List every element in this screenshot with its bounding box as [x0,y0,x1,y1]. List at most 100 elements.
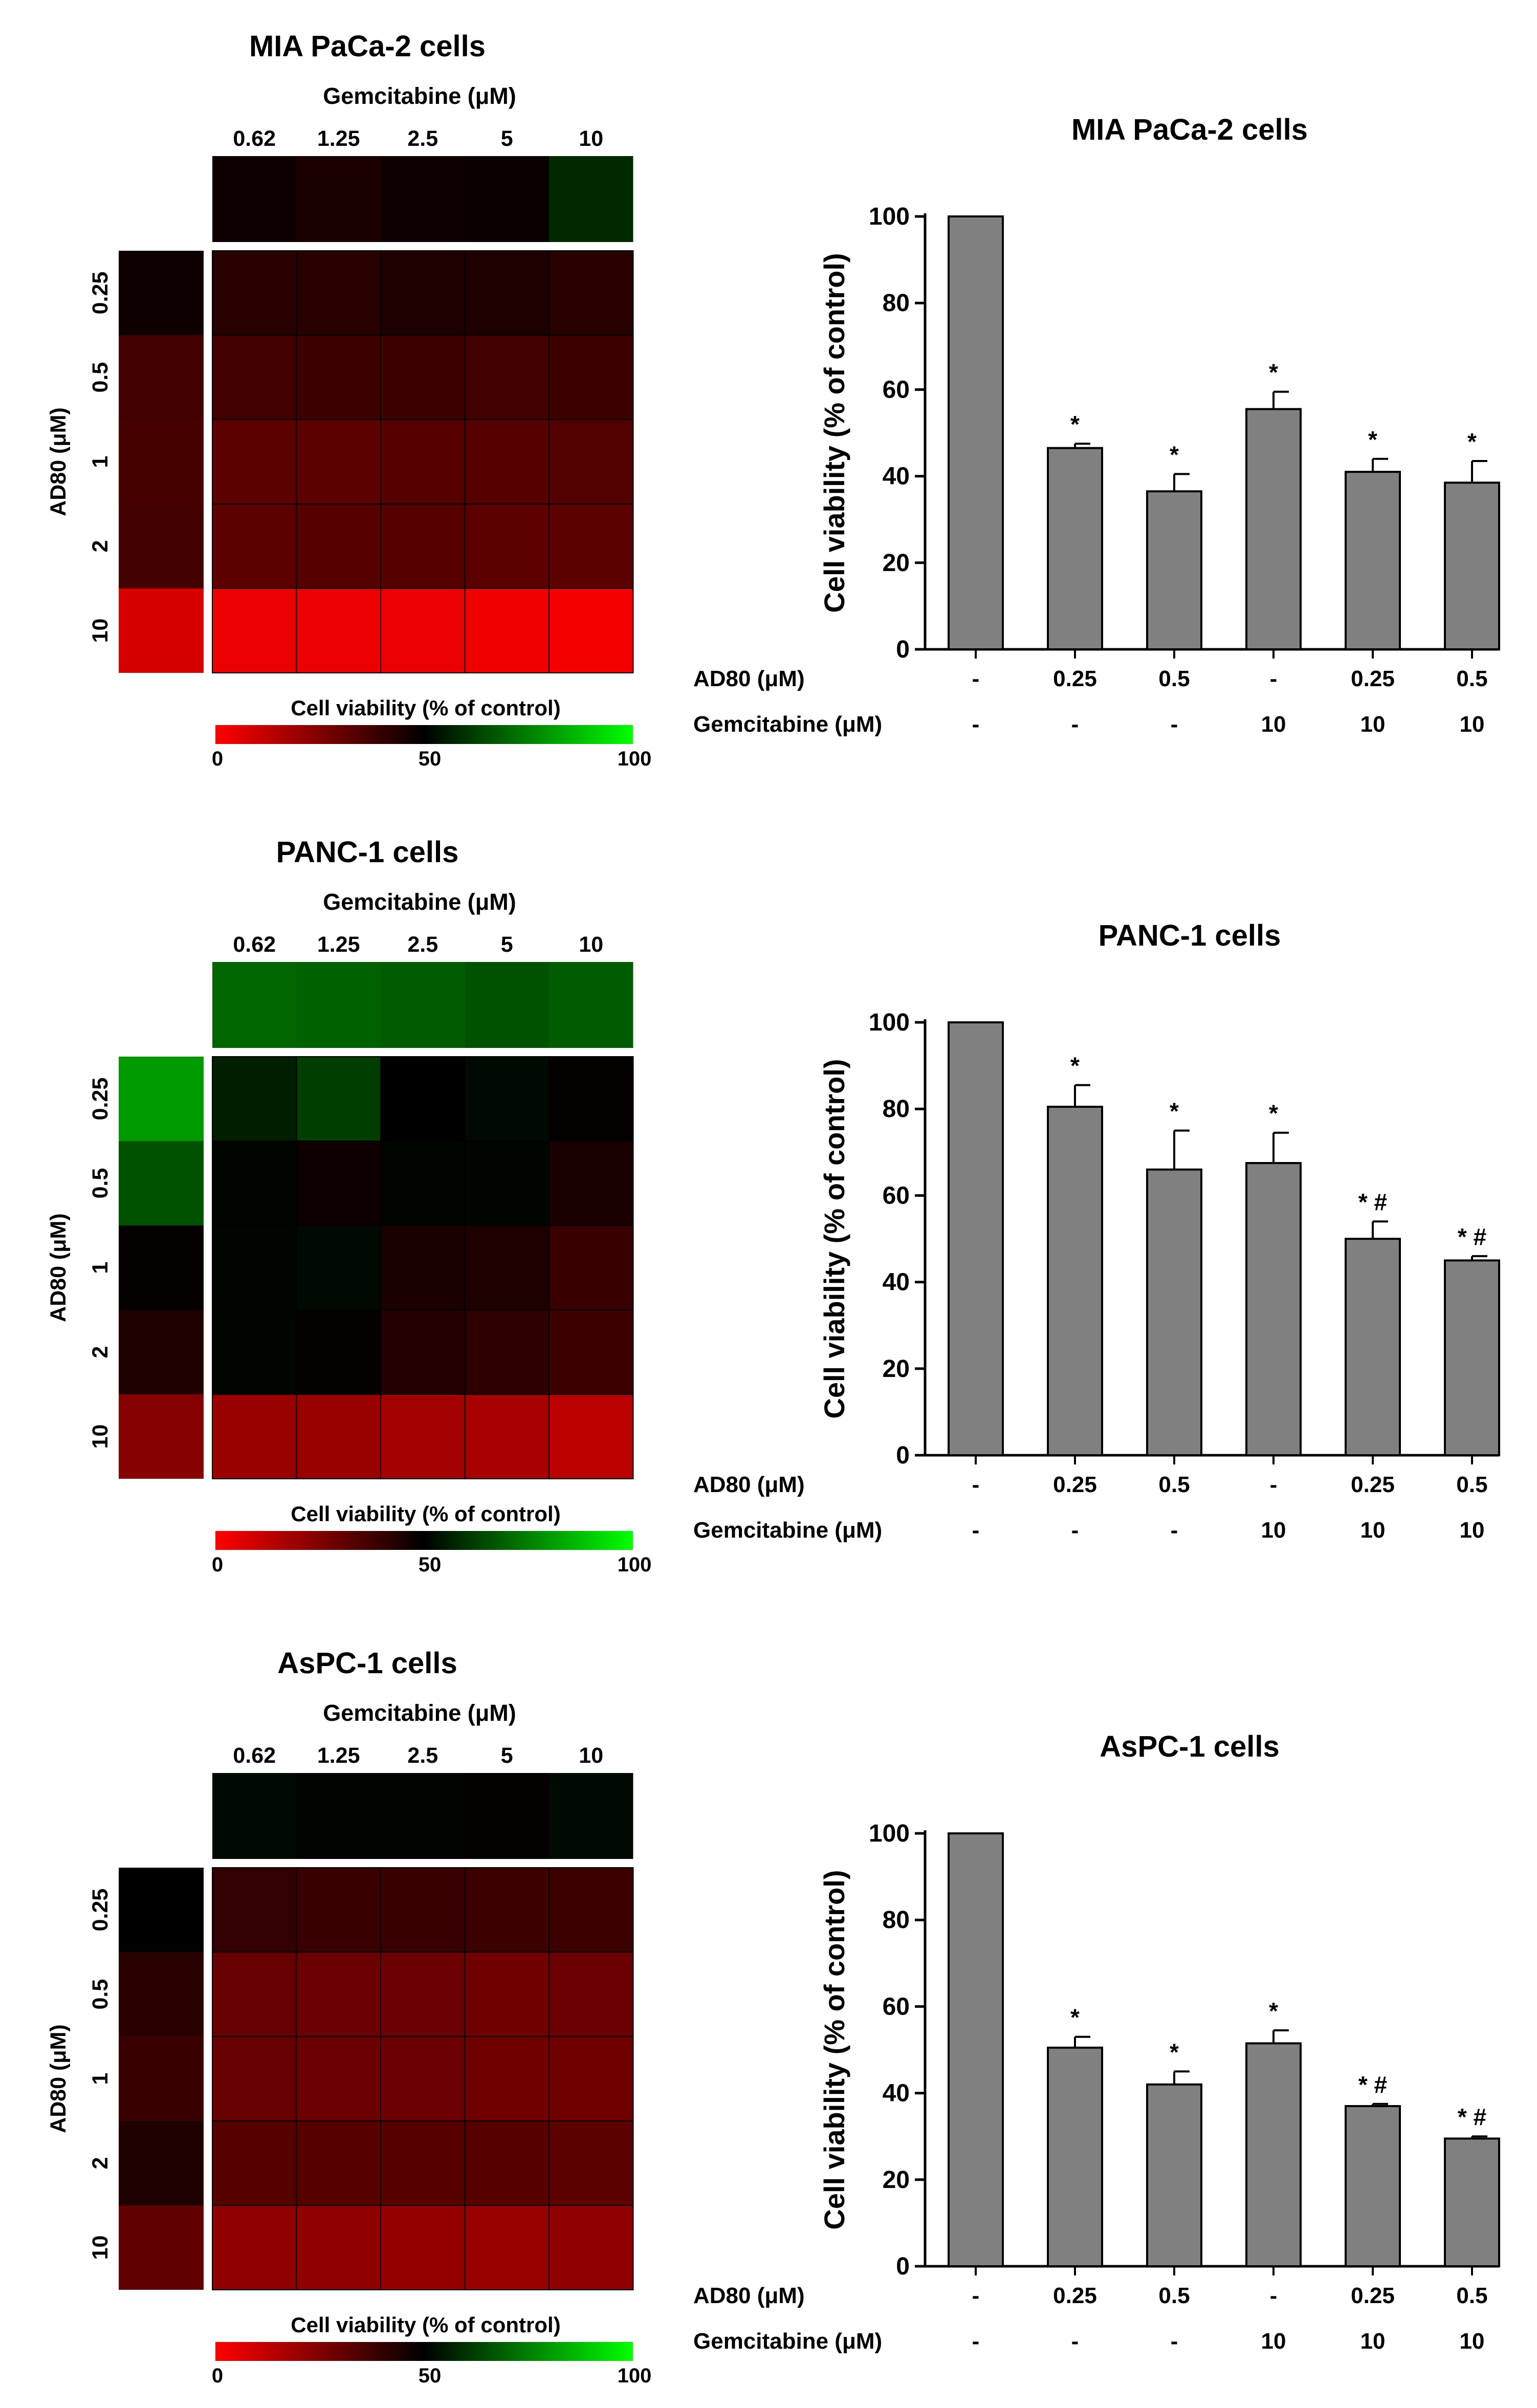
heatmap-cell [464,2205,550,2290]
colorbar-tick: 50 [419,2365,442,2387]
significance-label: * [1170,2039,1179,2065]
x-tick-label-ad80: 0.25 [1053,666,1097,691]
x-tick-label-ad80: 0.5 [1456,666,1487,691]
heatmap-cell [548,2120,634,2206]
x-tick-label-ad80: - [1270,666,1278,691]
significance-label: * [1269,1998,1278,2024]
colorbar-label: Cell viability (% of control) [291,2313,560,2337]
heatmap-cell [380,504,466,589]
x-tick-label-gemcitabine: 10 [1360,712,1386,737]
significance-label: * [1269,359,1278,386]
x-tick-label-gemcitabine: - [1171,712,1178,737]
heatmap-cell [464,1309,550,1395]
y-axis-label: Cell viability (% of control) [818,253,850,612]
heatmap-cell [548,1056,634,1142]
heatmap-cell [464,1141,550,1226]
heatmap-panel: AsPC-1 cells Gemcitabine (μM) 0.62 1.25 2.5 5… [46,1647,651,2387]
colorbar-tick: 100 [618,1553,652,1576]
heatmap-ad80-alone-cell [119,335,204,420]
significance-label: * [1368,426,1377,453]
x-tick-label-gemcitabine: 10 [1460,1518,1485,1543]
colorbar-tick: 100 [618,748,652,770]
y-tick-label: 0 [896,2253,910,2280]
heatmap-cell [212,1056,297,1142]
heatmap-y-tick: 10 [88,619,113,643]
heatmap-x-tick: 2.5 [407,932,438,957]
heatmap-cell [464,504,550,589]
x-tick-label-ad80: 0.5 [1158,1472,1190,1497]
heatmap-gem-alone-cell [549,1773,633,1859]
heatmap-cell [212,1141,297,1226]
heatmap-cell [212,2036,297,2121]
heatmap-cell [212,2120,297,2206]
significance-label: * # [1358,2071,1387,2098]
bar [1146,2083,1202,2267]
heatmap-cell [296,419,381,505]
bar [1444,481,1500,650]
heatmap-panel: PANC-1 cells Gemcitabine (μM) 0.62 1.25 2.5 5… [46,836,651,1576]
heatmap-ad80-alone-cell [119,2121,204,2205]
heatmap-x-tick: 10 [579,932,603,957]
heatmap-gem-alone-cell [465,156,549,242]
heatmap-cell [212,1952,297,2037]
y-axis-label: Cell viability (% of control) [818,1870,850,2229]
heatmap-cell [548,1867,634,1953]
heatmap-x-tick: 0.62 [233,126,276,151]
heatmap-cell [380,335,466,420]
y-tick-label: 80 [883,1096,910,1123]
bar [1047,2046,1103,2268]
x-tick-label-ad80: 0.5 [1456,2283,1487,2308]
heatmap-ad80-alone-cell [119,2037,204,2121]
significance-label: * [1170,1098,1179,1125]
y-tick-label: 100 [869,1820,910,1847]
heatmap-x-tick: 5 [501,126,513,151]
bar [1146,1168,1202,1456]
heatmap-cell [296,335,381,420]
bar [948,1021,1004,1456]
heatmap-cell [548,1394,634,1479]
bar [1047,447,1103,650]
heatmap-cell [212,1394,297,1479]
y-tick-label: 80 [883,290,910,317]
heatmap-cell [296,1225,381,1310]
heatmap-gem-alone-cell [465,1773,549,1859]
heatmap-ad80-alone-cell [119,420,204,504]
x-tick-label-ad80: - [972,666,980,691]
x-tick-label-gemcitabine: - [972,1518,980,1543]
x-tick-label-gemcitabine: 10 [1261,1518,1286,1543]
significance-label: * # [1358,1189,1387,1215]
heatmap-ad80-alone-cell [119,1394,204,1479]
heatmap-title: AsPC-1 cells [277,1647,457,1680]
significance-label: * [1070,411,1080,437]
heatmap-cell [380,419,466,505]
heatmap-ad80-alone-cell [119,1057,204,1141]
heatmap-cell [296,1141,381,1226]
heatmap-x-tick: 1.25 [317,126,360,151]
heatmap-cell [212,588,297,673]
x-tick-label-ad80: - [972,1472,980,1497]
x-tick-label-gemcitabine: 10 [1460,2329,1485,2354]
heatmap-y-tick: 10 [88,1425,113,1449]
heatmap-cell [296,1867,381,1953]
x-tick-label-gemcitabine: - [1171,2329,1178,2354]
bar [1345,2105,1401,2267]
bar [1245,1162,1302,1456]
bar [1245,408,1302,650]
y-tick-label: 100 [869,1009,910,1036]
heatmap-x-label: Gemcitabine (μM) [323,1700,516,1726]
row-label-gemcitabine: Gemcitabine (μM) [693,2329,882,2354]
heatmap-cell [212,250,297,336]
heatmap-cell [548,250,634,336]
heatmap-y-tick: 1 [88,1262,113,1274]
y-tick-label: 60 [883,1993,910,2020]
x-tick-label-gemcitabine: - [972,712,980,737]
heatmap-gem-alone-cell [212,156,297,242]
heatmap-cell [464,2036,550,2121]
heatmap-panel: MIA PaCa-2 cells Gemcitabine (μM) 0.62 1.25… [46,30,651,770]
x-tick-label-ad80: 0.25 [1351,1472,1395,1497]
heatmap-x-tick: 2.5 [407,1743,438,1768]
heatmap-gem-alone-cell [381,156,465,242]
heatmap-x-tick: 1.25 [317,1743,360,1768]
heatmap-cell [380,1309,466,1395]
bar [1245,2042,1302,2268]
